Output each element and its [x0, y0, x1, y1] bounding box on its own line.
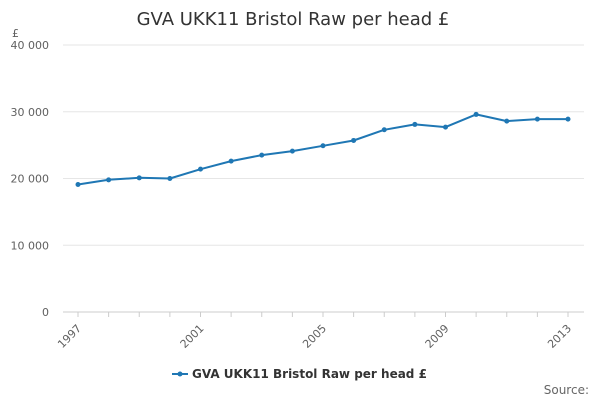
series-line: [77, 113, 568, 186]
data-point[interactable]: [351, 137, 357, 143]
axes: 0 10 000 20 000 30 000 40 000 1997 2001 2005 200…: [11, 39, 584, 351]
gridlines: [63, 44, 584, 246]
data-point[interactable]: [228, 158, 234, 164]
data-point[interactable]: [106, 177, 112, 183]
data-point[interactable]: [504, 118, 510, 124]
y-tick-label: 40 000: [11, 39, 50, 52]
data-point[interactable]: [412, 121, 418, 127]
data-point[interactable]: [443, 124, 448, 130]
y-tick-label: 20 000: [11, 173, 50, 186]
data-point[interactable]: [381, 127, 387, 133]
x-tick-label: 2001: [178, 322, 207, 351]
source-label: Source:: [544, 383, 589, 397]
x-tick-label: 2005: [300, 322, 329, 351]
y-tick-label: 0: [42, 306, 49, 319]
data-point[interactable]: [198, 166, 203, 172]
x-tick-label: 2013: [545, 322, 574, 351]
data-point[interactable]: [320, 143, 326, 149]
y-tick-label: 30 000: [11, 106, 50, 119]
legend-marker: [177, 371, 183, 377]
data-point[interactable]: [473, 111, 479, 117]
data-point[interactable]: [259, 152, 265, 158]
data-point[interactable]: [289, 148, 295, 154]
legend-label: GVA UKK11 Bristol Raw per head £: [192, 367, 427, 381]
x-tick-label: 2009: [423, 322, 452, 351]
chart-title: GVA UKK11 Bristol Raw per head £: [137, 9, 450, 30]
x-tick-label: 1997: [55, 322, 84, 351]
series-layer: [75, 111, 571, 188]
data-point[interactable]: [75, 182, 81, 188]
y-axis-unit-label: £: [12, 27, 19, 40]
data-point[interactable]: [534, 116, 540, 122]
legend[interactable]: GVA UKK11 Bristol Raw per head £: [172, 367, 427, 381]
data-point[interactable]: [565, 116, 571, 122]
y-tick-label: 10 000: [11, 239, 50, 252]
data-point[interactable]: [136, 175, 142, 181]
data-point[interactable]: [167, 176, 173, 181]
